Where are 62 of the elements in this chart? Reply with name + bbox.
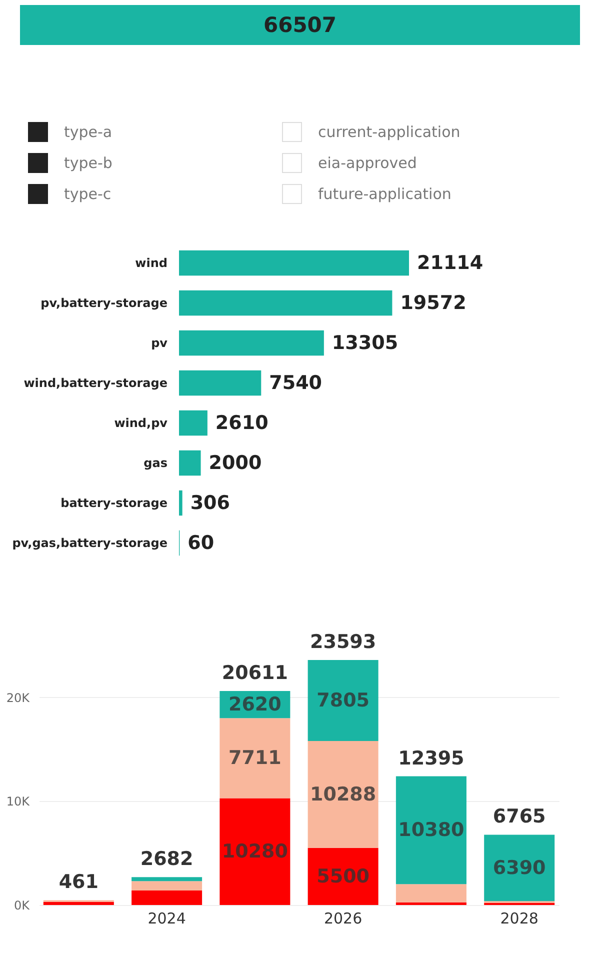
text: eia-approved: [318, 154, 417, 172]
bar: [179, 450, 201, 476]
total-label: 2682: [140, 848, 194, 870]
bar: [484, 834, 555, 902]
bar: [308, 660, 378, 742]
data-label: 7711: [228, 747, 282, 770]
data-label: 2620: [228, 694, 282, 716]
data-label: 2000: [208, 452, 262, 474]
bar: [132, 877, 202, 882]
total-label: 20611: [222, 662, 288, 684]
text: current-application: [318, 122, 460, 140]
y-tick-label: gas: [144, 456, 168, 470]
total-label: 6765: [492, 806, 546, 828]
total-label: 461: [58, 871, 98, 894]
text: type-c: [64, 184, 112, 202]
data-label: 5500: [316, 865, 370, 888]
bar: [132, 890, 202, 905]
bar: [179, 250, 409, 276]
y-tick-label: pv,battery-storage: [40, 296, 168, 310]
data-label: 10288: [310, 783, 376, 806]
y-tick-label: wind: [135, 256, 168, 270]
x-tick-label: 2026: [324, 910, 362, 928]
bar: [396, 884, 466, 902]
total-label: 12395: [398, 747, 464, 770]
bar: [396, 776, 466, 884]
bar: [132, 881, 202, 890]
data-label: 7805: [316, 690, 370, 712]
bar: [308, 741, 378, 848]
bar: [179, 330, 324, 356]
text: type-b: [64, 154, 112, 172]
y-tick-label: wind,battery-storage: [24, 376, 168, 390]
x-tick-label: 2024: [148, 910, 186, 928]
bar: [220, 718, 290, 798]
y-tick-label: wind,pv: [114, 416, 168, 430]
data-label: 21114: [417, 252, 484, 274]
y-tick-label: pv,gas,battery-storage: [12, 536, 168, 550]
data-label: 10280: [222, 840, 288, 863]
bar: [179, 370, 262, 396]
data-label: 19572: [400, 292, 466, 314]
text: type-a: [64, 122, 112, 140]
x-tick-label: 2028: [500, 910, 538, 928]
data-label: 6390: [492, 856, 546, 879]
y-tick-label: pv: [151, 336, 168, 350]
y-tick-label: 20K: [6, 690, 31, 705]
text: 66507: [20, 5, 580, 45]
y-tick-label: battery-storage: [60, 496, 168, 510]
total-label: 23593: [310, 631, 376, 653]
data-label: 306: [190, 492, 230, 514]
data-label: 2610: [215, 412, 268, 434]
bar: [179, 290, 392, 316]
y-tick-label: 10K: [6, 794, 31, 809]
data-label: 7540: [269, 372, 322, 394]
bar: [220, 798, 290, 905]
bar: [396, 902, 466, 905]
bar: [179, 490, 182, 516]
data-label: 10380: [398, 819, 464, 842]
data-label: 60: [188, 532, 214, 554]
y-tick-label: 0K: [14, 898, 31, 912]
text: future-application: [318, 184, 452, 202]
bar: [43, 902, 114, 905]
data-label: 13305: [332, 332, 398, 354]
bar: [179, 410, 208, 436]
